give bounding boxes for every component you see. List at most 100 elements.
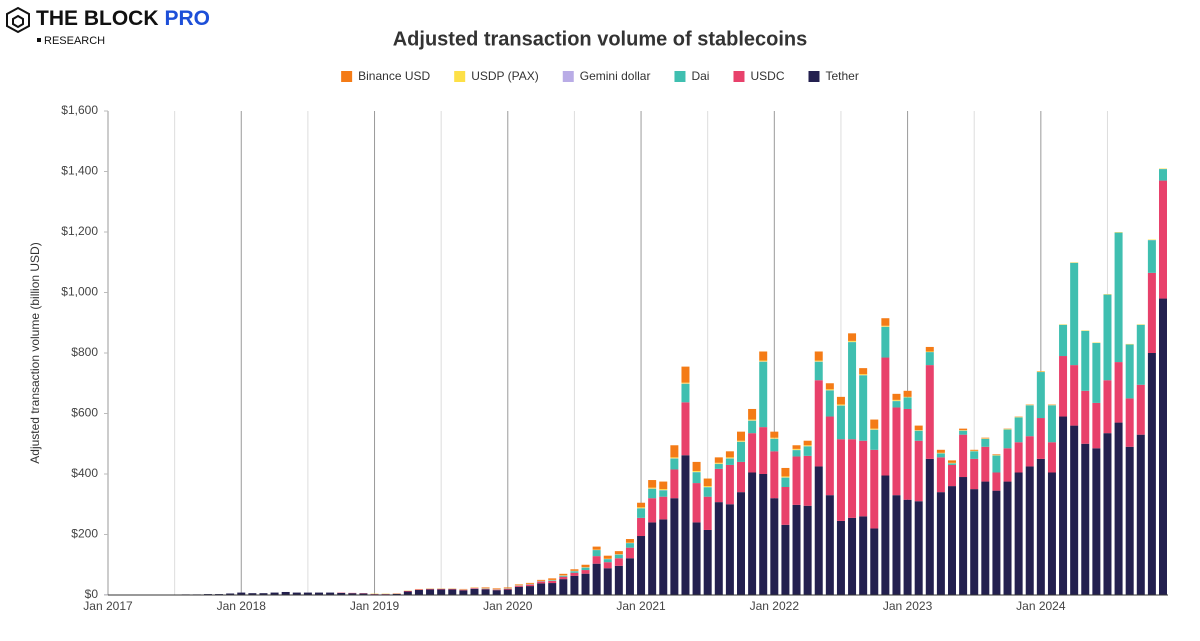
bar-segment bbox=[237, 592, 246, 595]
bar-segment bbox=[770, 498, 779, 595]
bar-segment bbox=[270, 592, 279, 595]
legend-label: Gemini dollar bbox=[580, 69, 651, 83]
x-tick-label: Jan 2022 bbox=[750, 599, 800, 613]
bar-segment bbox=[625, 547, 634, 559]
bar-segment bbox=[503, 587, 512, 589]
bar-segment bbox=[1159, 180, 1167, 299]
legend-item: USDC bbox=[733, 69, 785, 83]
bar-segment bbox=[637, 502, 646, 508]
bar-segment bbox=[681, 455, 690, 595]
bar-segment bbox=[581, 570, 590, 574]
bar-segment bbox=[1103, 433, 1112, 595]
bar-segment bbox=[848, 517, 857, 595]
bar-segment bbox=[570, 572, 579, 576]
bar-segment bbox=[1103, 380, 1112, 434]
bar-segment bbox=[659, 481, 668, 490]
bar-segment bbox=[814, 361, 823, 381]
bar-segment bbox=[992, 455, 1001, 473]
bar-segment bbox=[392, 593, 401, 595]
bar-segment bbox=[559, 579, 568, 595]
bar-segment bbox=[559, 575, 568, 577]
bar-segment bbox=[448, 588, 457, 590]
bar-segment bbox=[514, 586, 523, 595]
bar-segment bbox=[1025, 436, 1034, 467]
bar-segment bbox=[581, 573, 590, 595]
bar-segment bbox=[492, 590, 501, 595]
bar-segment bbox=[1103, 294, 1112, 381]
bar-segment bbox=[714, 464, 723, 469]
bar-segment bbox=[714, 502, 723, 595]
logo: THE BLOCK PRO RESEARCH bbox=[6, 7, 210, 47]
bar-segment bbox=[1059, 416, 1068, 595]
bar-segment bbox=[703, 529, 712, 595]
bar-segment bbox=[892, 401, 901, 408]
bar-segment bbox=[670, 469, 679, 499]
bar-segment bbox=[1003, 429, 1012, 449]
bar-segment bbox=[770, 437, 779, 439]
bar-segment bbox=[1014, 417, 1023, 443]
bar-segment bbox=[981, 437, 990, 439]
bar-segment bbox=[603, 562, 612, 569]
bar-segment bbox=[537, 581, 546, 584]
bar-segment bbox=[848, 342, 857, 440]
bar-segment bbox=[670, 457, 679, 459]
bar-segment bbox=[948, 486, 956, 595]
logo-sub: RESEARCH bbox=[44, 35, 105, 47]
bar-segment bbox=[559, 573, 568, 576]
bar-segment bbox=[925, 352, 934, 366]
bar-segment bbox=[981, 438, 990, 447]
bar-segment bbox=[925, 365, 934, 459]
bar-segment bbox=[881, 326, 890, 358]
bar-segment bbox=[648, 522, 657, 595]
bar-segment bbox=[925, 458, 934, 595]
logo-main-text: THE BLOCK bbox=[36, 7, 159, 30]
x-tick-label: Jan 2020 bbox=[483, 599, 533, 613]
legend-swatch bbox=[674, 71, 686, 82]
bar-segment bbox=[614, 565, 623, 595]
y-tick-label: $0 bbox=[85, 587, 99, 601]
bar-segment bbox=[526, 584, 534, 587]
bar-segment bbox=[825, 389, 834, 391]
bar-segment bbox=[792, 504, 801, 595]
bar-segment bbox=[981, 481, 990, 595]
bar-segment bbox=[1147, 353, 1156, 595]
bar-segment bbox=[637, 508, 646, 518]
bar-segment bbox=[859, 375, 868, 441]
bar-segment bbox=[914, 440, 923, 502]
bar-segment bbox=[614, 554, 623, 559]
bar-segment bbox=[881, 475, 890, 595]
bar-segment bbox=[781, 477, 790, 488]
bar-segment bbox=[781, 524, 790, 595]
bar-segment bbox=[637, 536, 646, 595]
bar-segment bbox=[870, 419, 879, 429]
bar-segment bbox=[825, 383, 834, 390]
bar-segment bbox=[537, 583, 546, 595]
bar-segment bbox=[814, 360, 823, 362]
bar-segment bbox=[725, 464, 734, 505]
bar-segment bbox=[748, 420, 757, 434]
bar-segment bbox=[936, 453, 945, 458]
bar-segment bbox=[703, 486, 712, 488]
bar-segment bbox=[570, 569, 579, 571]
bar-segment bbox=[681, 402, 690, 456]
bar-segment bbox=[759, 474, 768, 595]
bar-segment bbox=[492, 589, 501, 591]
bar-segment bbox=[814, 466, 823, 595]
bar-segment bbox=[859, 440, 868, 517]
legend-label: USDC bbox=[750, 69, 784, 83]
bar-segment bbox=[1125, 398, 1134, 447]
bar-segment bbox=[1047, 405, 1056, 443]
bar-segment bbox=[692, 461, 701, 471]
bar-segment bbox=[248, 593, 257, 595]
bar-segment bbox=[548, 578, 557, 580]
legend-label: Tether bbox=[826, 69, 859, 83]
bar-segment bbox=[426, 588, 435, 590]
bar-segment bbox=[781, 476, 790, 478]
bar-segment bbox=[959, 434, 968, 478]
bar-segment bbox=[1014, 442, 1023, 473]
bar-segment bbox=[737, 440, 745, 442]
bar-segment bbox=[1092, 448, 1101, 595]
bar-segment bbox=[481, 589, 490, 595]
bar-segment bbox=[859, 368, 868, 375]
